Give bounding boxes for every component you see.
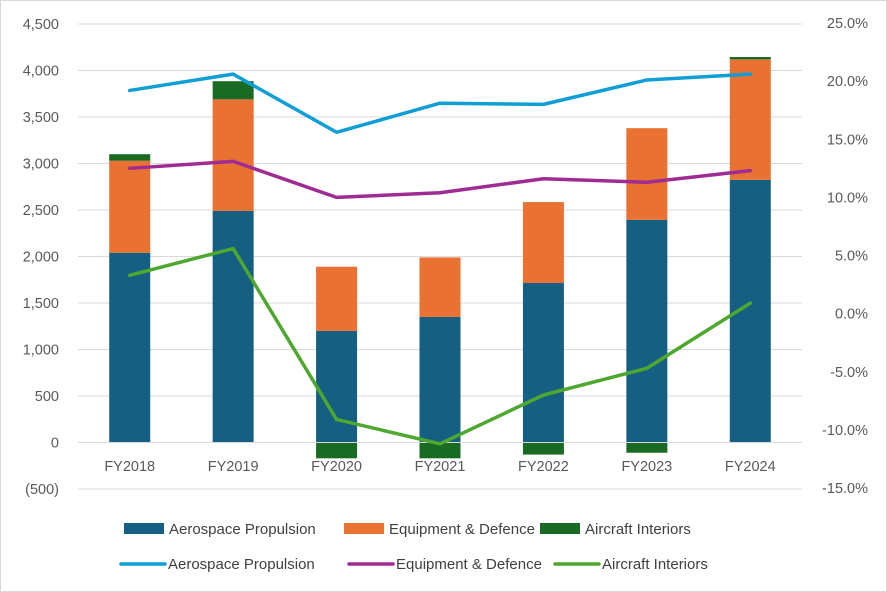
bar-aircraft-interiors-fy2020 [316,442,358,459]
bar-aerospace-propulsion-fy2020 [316,330,358,443]
y-left-tick-label: 0 [51,436,59,452]
bar-equipment-defence-fy2020 [316,266,358,331]
bar-equipment-defence-fy2024 [729,59,771,180]
y-left-tick-label: 4,000 [23,64,59,80]
y-left-tick-label: 4,500 [23,17,59,33]
legend-label: Aircraft Interiors [585,521,691,538]
y-right-tick-label: -5.0% [830,365,868,381]
y-right-tick-label: -10.0% [822,423,868,439]
y-right-tick-label: 15.0% [827,132,868,148]
y-right-tick-label: 0.0% [835,307,868,323]
line-equipment-defence [127,159,753,200]
bar-equipment-defence-fy2022 [522,202,564,284]
bar-aerospace-propulsion-fy2018 [109,252,151,443]
x-tick-label: FY2018 [104,459,155,475]
line-aerospace-propulsion [127,72,753,135]
y-left-tick-label: 1,000 [23,343,59,359]
legend-label: Equipment & Defence [389,521,535,538]
y-left-tick-label: 3,000 [23,157,59,173]
bar-aerospace-propulsion-fy2022 [522,283,564,443]
x-tick-label: FY2022 [518,459,569,475]
y-left-tick-label: 1,500 [23,296,59,312]
legend-label: Aerospace Propulsion [169,521,316,538]
x-tick-label: FY2021 [415,459,466,475]
y-left-tick-label: 2,500 [23,203,59,219]
bar-equipment-defence-fy2021 [419,257,461,317]
bar-aerospace-propulsion-fy2023 [626,219,668,443]
y-right-tick-label: 20.0% [827,74,868,90]
bar-equipment-defence-fy2023 [626,128,668,220]
bar-aircraft-interiors-fy2023 [626,442,668,453]
y-left-tick-label: (500) [25,482,59,498]
bar-equipment-defence-fy2018 [109,160,151,253]
y-right-tick-label: 5.0% [835,249,868,265]
y-right-tick-label: 10.0% [827,190,868,206]
bar-aircraft-interiors-fy2019 [212,81,254,100]
x-tick-label: FY2024 [725,459,776,475]
x-tick-label: FY2020 [311,459,362,475]
legend-label: Aerospace Propulsion [168,556,315,573]
bar-aerospace-propulsion-fy2021 [419,316,461,443]
legend-swatch [344,523,384,534]
bar-equipment-defence-fy2019 [212,99,254,211]
y-right-tick-label: -15.0% [822,481,868,497]
x-tick-label: FY2023 [621,459,672,475]
bar-aircraft-interiors-fy2024 [729,57,771,60]
legend-label: Aircraft Interiors [602,556,708,573]
line-aircraft-interiors [127,246,753,446]
y-left-tick-label: 2,000 [23,250,59,266]
y-right-tick-label: 25.0% [827,16,868,32]
y-left-tick-label: 3,500 [23,110,59,126]
bar-aircraft-interiors-fy2022 [522,442,564,455]
legend-label: Equipment & Defence [396,556,542,573]
bar-aerospace-propulsion-fy2019 [212,210,254,443]
y-left-tick-label: 500 [35,389,59,405]
x-tick-label: FY2019 [208,459,259,475]
legend-swatch [124,523,164,534]
legend-swatch [540,523,580,534]
bar-aircraft-interiors-fy2021 [419,442,461,459]
bar-aircraft-interiors-fy2018 [109,154,151,161]
